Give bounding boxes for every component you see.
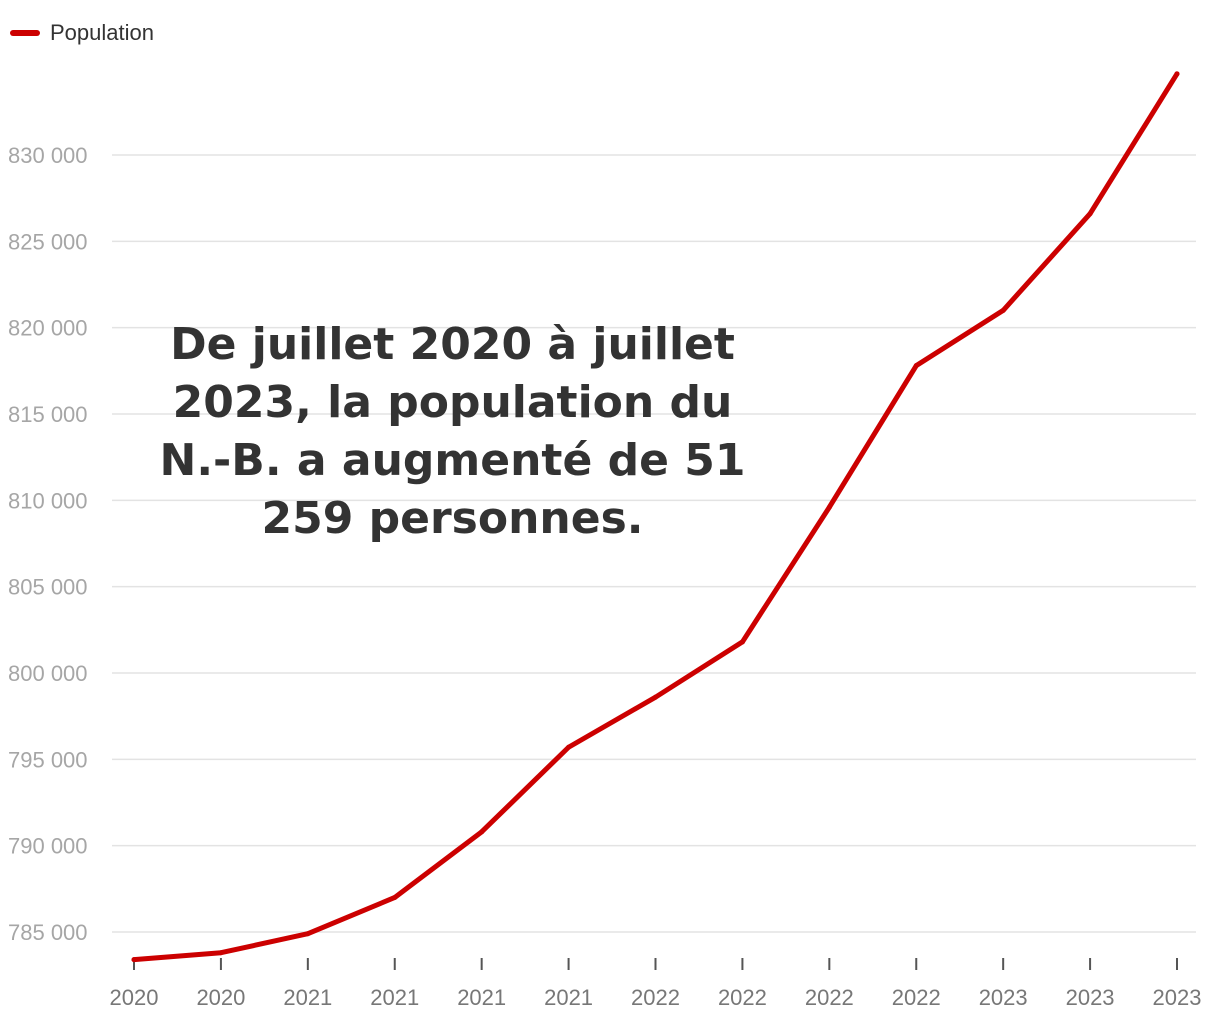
- legend-label: Population: [50, 20, 154, 45]
- annotation-text: De juillet 2020 à juillet 2023, la popul…: [159, 319, 746, 544]
- data-point: [826, 504, 832, 510]
- x-tick-label: 2021: [283, 985, 332, 1010]
- x-tick-label: 2021: [370, 985, 419, 1010]
- x-tick-label: 2023: [979, 985, 1028, 1010]
- x-tick-label: 2021: [457, 985, 506, 1010]
- x-tick-label: 2022: [892, 985, 941, 1010]
- data-point: [653, 694, 658, 700]
- data-point: [218, 950, 224, 956]
- data-point: [479, 829, 485, 835]
- y-tick-label: 800 000: [8, 661, 88, 686]
- data-point: [1174, 71, 1180, 77]
- y-axis: 785 000 790 000 795 000 800 000 805 000 810 0…: [8, 143, 88, 945]
- y-tick-label: 805 000: [8, 575, 88, 600]
- x-tick-label: 2020: [196, 985, 245, 1010]
- legend-swatch: [10, 30, 40, 36]
- x-axis: 2020 2020 2021 2021 2021 2021 2022 2022 2022 2022…: [110, 958, 1202, 1010]
- y-tick-label: 810 000: [8, 488, 88, 513]
- data-point: [1000, 307, 1006, 313]
- data-point: [566, 744, 572, 750]
- y-tick-label: 815 000: [8, 402, 88, 427]
- data-point: [392, 894, 398, 900]
- x-tick-label: 2022: [718, 985, 767, 1010]
- data-point: [739, 639, 745, 645]
- series-population: [131, 71, 1180, 963]
- x-tick-label: 2023: [1153, 985, 1202, 1010]
- y-tick-label: 795 000: [8, 747, 88, 772]
- y-tick-label: 825 000: [8, 229, 88, 254]
- x-tick-label: 2022: [631, 985, 680, 1010]
- data-point: [131, 957, 137, 963]
- data-point: [913, 363, 919, 369]
- data-point: [1087, 211, 1093, 217]
- y-tick-label: 820 000: [8, 316, 88, 341]
- x-tick-label: 2022: [805, 985, 854, 1010]
- y-tick-label: 785 000: [8, 920, 88, 945]
- data-point: [305, 931, 311, 937]
- x-tick-label: 2020: [110, 985, 159, 1010]
- y-tick-label: 790 000: [8, 834, 88, 859]
- y-tick-label: 830 000: [8, 143, 88, 168]
- x-tick-label: 2023: [1066, 985, 1115, 1010]
- legend: Population: [10, 20, 154, 46]
- gridlines: [112, 154, 1196, 933]
- x-tick-label: 2021: [544, 985, 593, 1010]
